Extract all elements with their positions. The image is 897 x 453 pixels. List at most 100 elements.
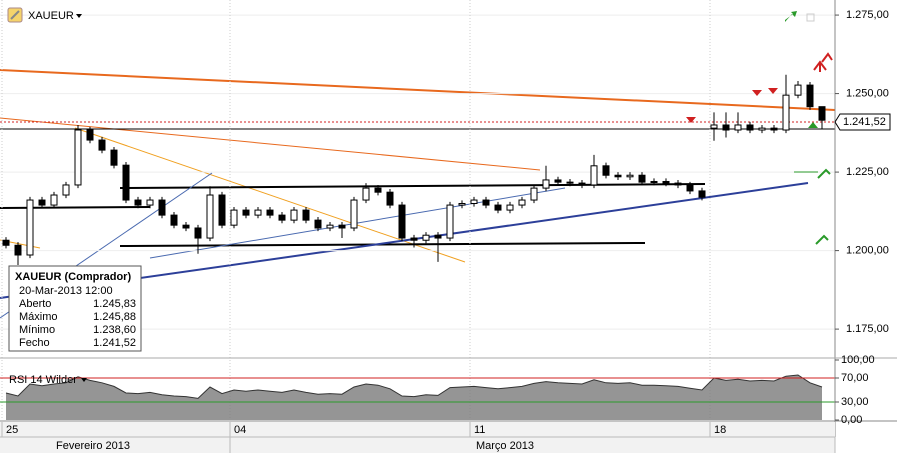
x-tick-label: 18 — [714, 424, 726, 436]
candle-body — [614, 174, 622, 178]
candle-body — [590, 165, 598, 186]
candle-body — [734, 124, 742, 131]
candle-body — [530, 187, 538, 201]
candle-body — [578, 182, 586, 186]
candle-body — [278, 214, 286, 221]
candle-body — [26, 199, 34, 256]
candle-body — [710, 124, 718, 129]
signal-icon — [785, 11, 797, 22]
candle-body — [662, 181, 670, 184]
rsi-line — [5, 374, 823, 399]
plot — [0, 0, 835, 420]
symbol-selector[interactable]: XAUEUR — [7, 7, 82, 23]
candle-body — [146, 199, 154, 206]
rsi-tick-label: 70,00 — [841, 372, 869, 384]
candle-body — [110, 149, 118, 166]
signal-icon — [815, 168, 831, 245]
info-row-value: 1.241,52 — [93, 337, 136, 349]
candle-body — [338, 224, 346, 229]
info-row-label: Aberto — [19, 298, 51, 310]
candle-body — [446, 204, 454, 239]
candle-body — [242, 209, 250, 216]
candle-body — [758, 127, 766, 131]
candle-body — [374, 187, 382, 193]
buy-marker — [808, 122, 818, 128]
candle-body — [326, 224, 334, 229]
rsi-tick-label: 100,00 — [841, 354, 875, 366]
candle-body — [638, 174, 646, 183]
candle-body — [194, 227, 202, 239]
candle-body — [746, 124, 754, 131]
candle-body — [410, 237, 418, 241]
candle-body — [14, 244, 22, 256]
y-tick-label: 1.175,00 — [846, 323, 889, 335]
candle-body — [386, 191, 394, 206]
candle-body — [602, 165, 610, 176]
signal-icons — [686, 11, 833, 245]
y-tick-label: 1.225,00 — [846, 166, 889, 178]
info-row-value: 1.238,60 — [93, 324, 136, 336]
candle-body — [698, 190, 706, 198]
dropdown-arrow — [76, 14, 82, 18]
candle-body — [722, 124, 730, 131]
dropdown-arrow — [81, 378, 87, 382]
candle-body — [554, 179, 562, 183]
x-tick-label: 04 — [234, 424, 246, 436]
candle-body — [806, 84, 814, 108]
month-label: Março 2013 — [476, 440, 534, 452]
candle-body — [542, 179, 550, 189]
info-box-frame — [8, 265, 142, 352]
candle-body — [350, 199, 358, 229]
candle-body — [302, 209, 310, 221]
rsi-selector[interactable]: RSI 14 Wilder — [9, 374, 87, 386]
info-row-label: Fecho — [19, 337, 50, 349]
rsi-tick-label: 30,00 — [841, 396, 869, 408]
candle-body — [362, 187, 370, 201]
rsi-label: RSI 14 Wilder — [9, 374, 77, 386]
signal-icon — [813, 52, 833, 72]
symbol-label: XAUEUR — [28, 10, 74, 22]
support-line — [0, 206, 151, 209]
x-tick-label: 25 — [6, 424, 18, 436]
candle-body — [50, 194, 58, 206]
candle-body — [518, 199, 526, 206]
candle-body — [422, 234, 430, 241]
trend-line — [0, 117, 541, 171]
candle-body — [314, 219, 322, 229]
symbol-icon — [10, 10, 20, 20]
trend-line — [74, 127, 466, 263]
candle-body — [794, 84, 802, 96]
candle-body — [266, 209, 274, 216]
candle-body — [470, 199, 478, 204]
candle-body — [506, 204, 514, 211]
candle-body — [482, 199, 490, 206]
y-tick-label: 1.200,00 — [846, 245, 889, 257]
rsi-tick-label: 0,00 — [841, 414, 862, 426]
candle-body — [674, 182, 682, 186]
candle-body — [170, 214, 178, 226]
rsi-area — [6, 375, 822, 420]
candle-body — [2, 239, 10, 246]
trend-line — [0, 69, 836, 111]
candle-body — [434, 234, 442, 239]
candle-body — [254, 209, 262, 216]
candle-body — [398, 204, 406, 239]
info-title: XAUEUR (Comprador) — [15, 271, 131, 283]
candle-body — [62, 184, 70, 196]
candle-body — [770, 127, 778, 131]
candle-body — [134, 199, 142, 206]
candle-body — [494, 204, 502, 211]
candle-body — [686, 184, 694, 192]
info-row-value: 1.245,88 — [93, 311, 136, 323]
candle-body — [782, 94, 790, 131]
candle-body — [206, 194, 214, 239]
candle-body — [290, 209, 298, 221]
candle-body — [650, 181, 658, 184]
x-tick-label: 11 — [474, 424, 485, 436]
y-tick-label: 1.250,00 — [846, 87, 889, 99]
candle-body — [566, 181, 574, 184]
info-date: 20-Mar-2013 12:00 — [19, 285, 113, 297]
candle-body — [122, 164, 130, 201]
info-row-label: Mínimo — [19, 324, 55, 336]
